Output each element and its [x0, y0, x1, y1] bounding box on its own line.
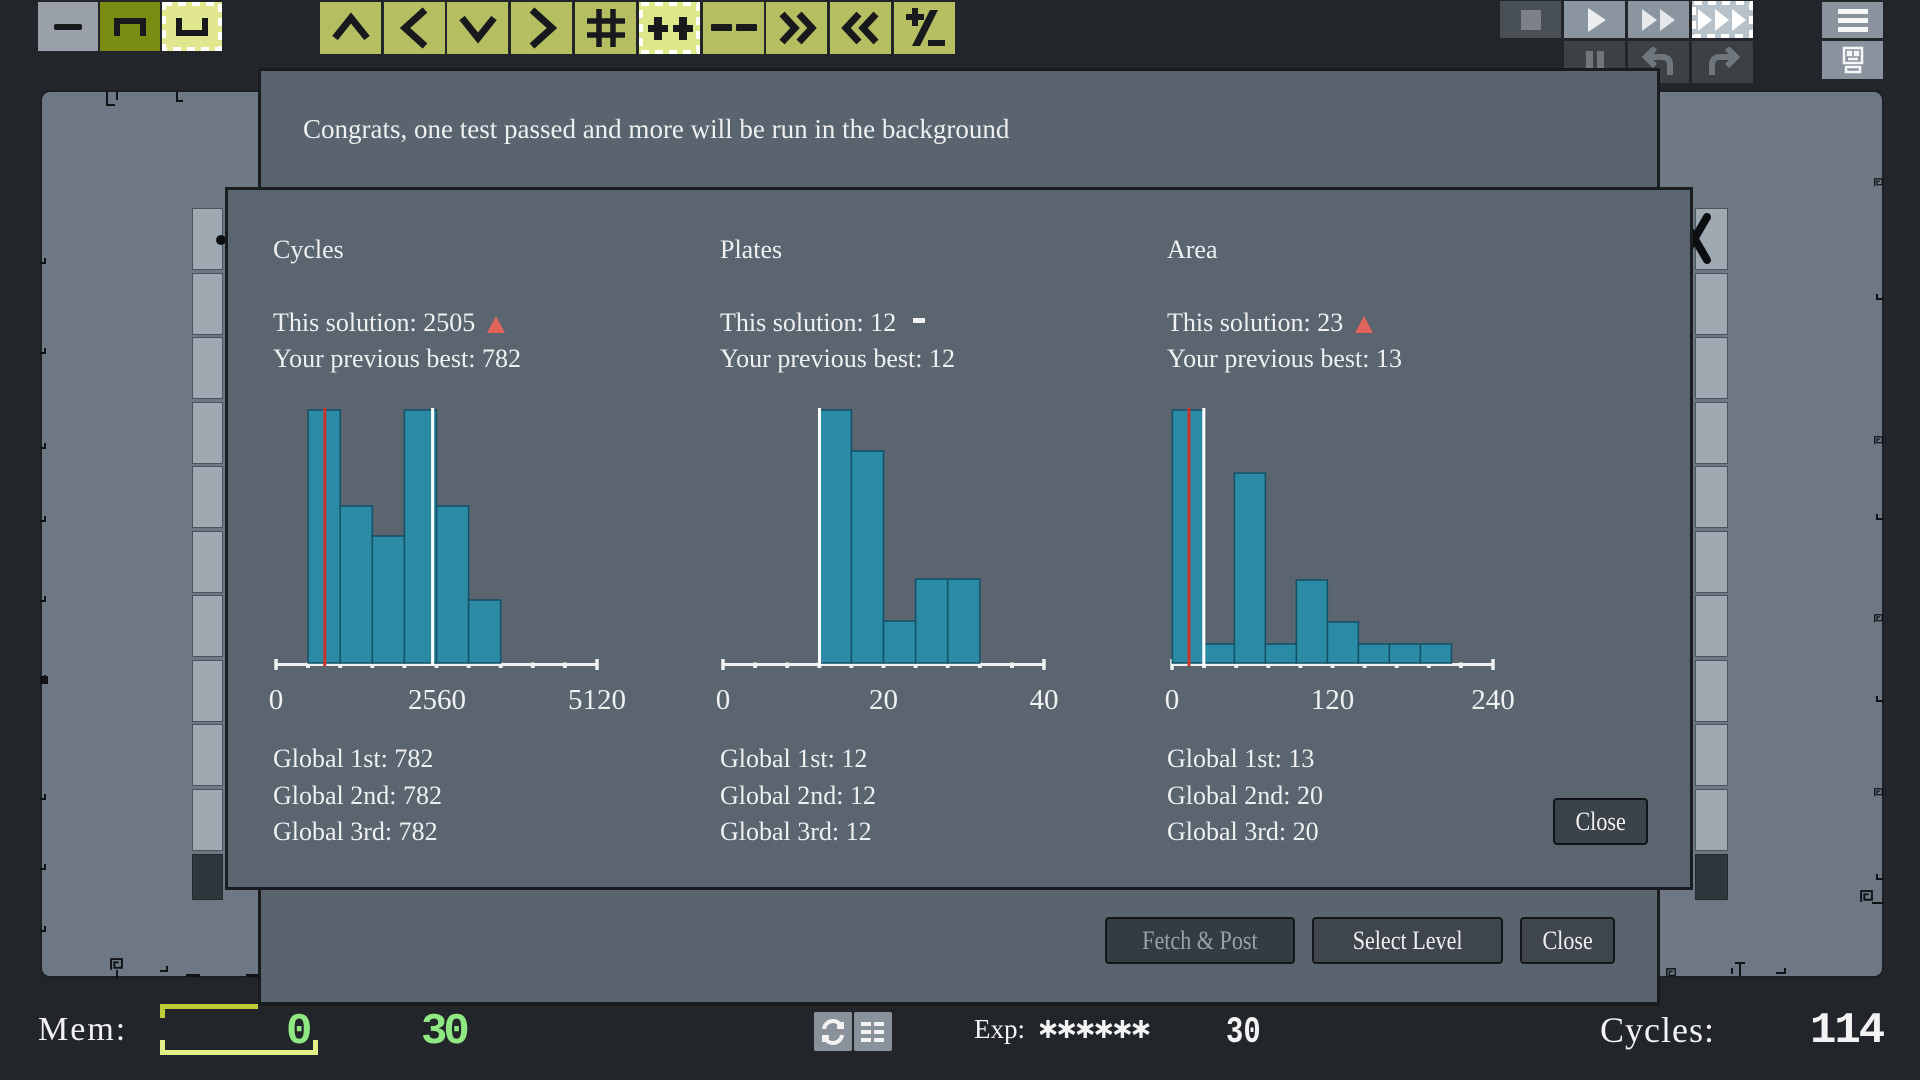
svg-text:20: 20 [869, 684, 898, 716]
svg-text:0: 0 [1165, 684, 1180, 716]
svg-text:2560: 2560 [408, 684, 466, 716]
svg-text:120: 120 [1311, 684, 1355, 716]
svg-text:0: 0 [269, 684, 284, 716]
svg-text:40: 40 [1030, 684, 1059, 716]
svg-text:5120: 5120 [568, 684, 626, 716]
svg-text:240: 240 [1471, 684, 1515, 716]
svg-text:0: 0 [716, 684, 731, 716]
